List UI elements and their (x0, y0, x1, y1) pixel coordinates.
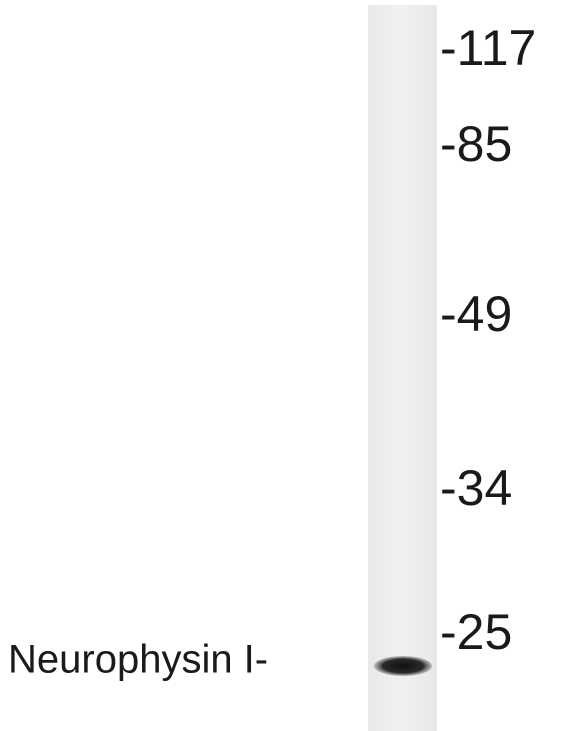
marker-label: -49 (440, 286, 512, 342)
marker-label: -85 (440, 116, 512, 172)
marker-label: -34 (440, 460, 512, 516)
marker-label: -117 (440, 20, 536, 76)
lane (368, 5, 437, 731)
marker-label: -25 (440, 604, 512, 660)
band-label: Neurophysin I- (8, 638, 268, 682)
band (374, 656, 432, 676)
